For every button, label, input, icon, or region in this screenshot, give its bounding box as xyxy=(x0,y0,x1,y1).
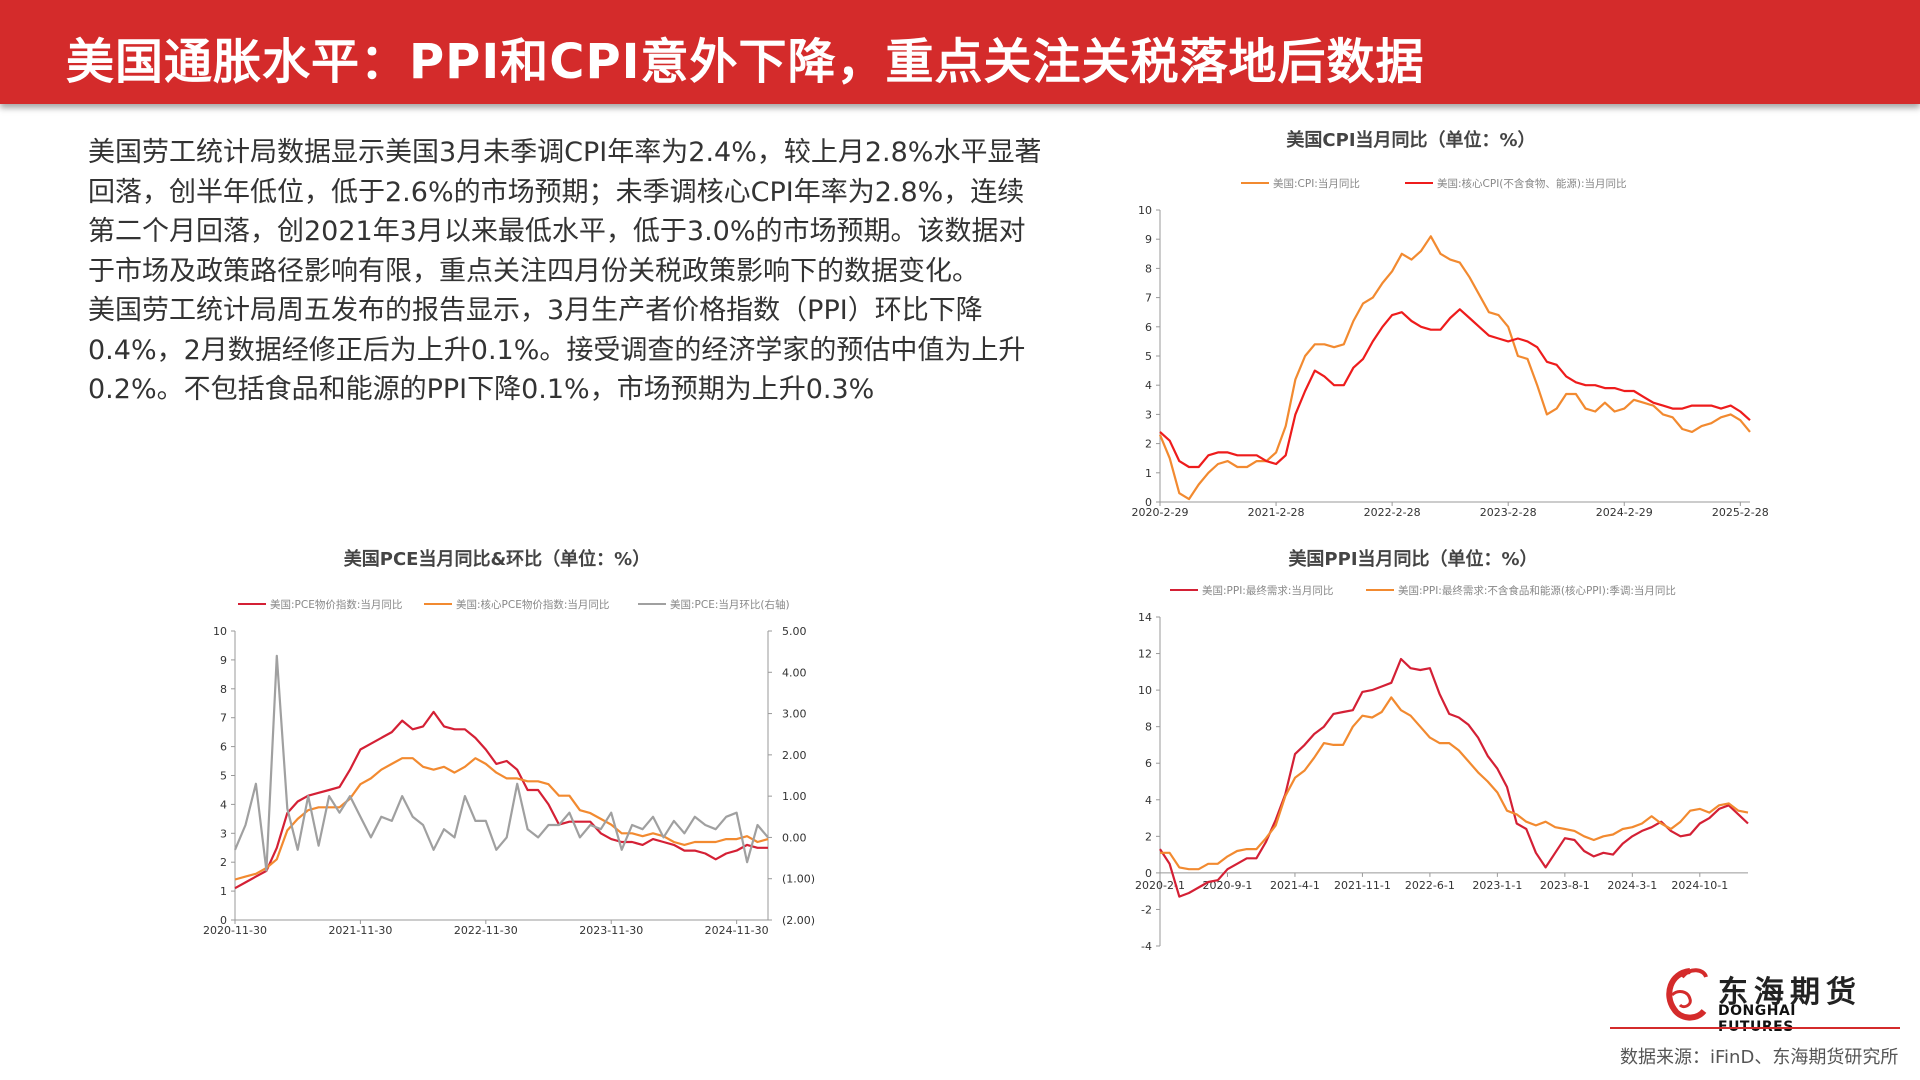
ppi-legend-label: 美国:PPI:最终需求:当月同比 xyxy=(1202,584,1333,597)
cpi-x-tick-label: 2021-2-28 xyxy=(1248,506,1305,519)
ppi-x-tick-label: 2021-4-1 xyxy=(1270,879,1320,892)
pce-y2-tick-label: 3.00 xyxy=(782,708,807,721)
ppi-x-tick-label: 2020-9-1 xyxy=(1203,879,1253,892)
pce-x-tick-label: 2020-11-30 xyxy=(203,924,267,937)
pce-y2-tick-label: (1.00) xyxy=(782,873,815,886)
cpi-y-tick-label: 0 xyxy=(1145,496,1152,509)
pce-y-tick-label: 1 xyxy=(220,885,227,898)
pce-series-1-line xyxy=(234,757,769,881)
ppi-x-tick-label: 2023-1-1 xyxy=(1472,879,1522,892)
pce-legend-label: 美国:PCE:当月环比(右轴) xyxy=(670,598,790,611)
ppi-series-1-line xyxy=(1160,696,1749,871)
cpi-x-tick-label: 2022-2-28 xyxy=(1364,506,1421,519)
ppi-series-0-line xyxy=(1159,657,1749,898)
pce-y-tick-label: 3 xyxy=(220,827,227,840)
cpi-y-tick-label: 5 xyxy=(1145,350,1152,363)
pce-x-tick-label: 2023-11-30 xyxy=(579,924,643,937)
cpi-x-tick-label: 2025-2-28 xyxy=(1712,506,1769,519)
pce-x-tick-label: 2021-11-30 xyxy=(328,924,392,937)
pce-y2-tick-label: 2.00 xyxy=(782,749,807,762)
ppi-y-tick-label: 2 xyxy=(1145,830,1152,843)
ppi-y-tick-label: 10 xyxy=(1138,684,1152,697)
cpi-x-tick-label: 2024-2-29 xyxy=(1596,506,1653,519)
cpi-paragraph: 美国劳工统计局数据显示美国3月未季调CPI年率为2.4%，较上月2.8%水平显著… xyxy=(88,137,1042,287)
cpi-y-tick-label: 6 xyxy=(1145,321,1152,334)
cpi-chart-title: 美国CPI当月同比（单位：%） xyxy=(1286,129,1535,151)
pce-y-tick-label: 2 xyxy=(220,856,227,869)
pce-y2-tick-label: 4.00 xyxy=(782,666,807,679)
ppi-y-tick-label: -2 xyxy=(1141,903,1152,916)
ppi-y-tick-label: 8 xyxy=(1145,721,1152,734)
ppi-chart-title: 美国PPI当月同比（单位：%） xyxy=(1288,548,1537,570)
ppi-y-tick-label: -4 xyxy=(1141,940,1152,953)
donghai-logo: 东海期货 DONGHAI FUTURES xyxy=(1660,965,1870,1035)
ppi-x-tick-label: 2021-11-1 xyxy=(1334,879,1391,892)
ppi-y-tick-label: 6 xyxy=(1145,757,1152,770)
cpi-y-tick-label: 10 xyxy=(1138,204,1152,217)
logo-english: DONGHAI FUTURES xyxy=(1718,1003,1796,1035)
cpi-y-tick-label: 1 xyxy=(1145,467,1152,480)
ppi-legend-label: 美国:PPI:最终需求:不含食品和能源(核心PPI):季调:当月同比 xyxy=(1398,584,1676,597)
pce-y-tick-label: 0 xyxy=(220,914,227,927)
pce-chart-title: 美国PCE当月同比&环比（单位：%） xyxy=(344,548,650,570)
ppi-y-tick-label: 14 xyxy=(1138,611,1152,624)
pce-legend-label: 美国:核心PCE物价指数:当月同比 xyxy=(456,598,609,611)
data-source: 数据来源：iFinD、东海期货研究所 xyxy=(1620,1047,1899,1068)
pce-series-2-line xyxy=(233,654,769,872)
cpi-y-tick-label: 2 xyxy=(1145,438,1152,451)
ppi-x-tick-label: 2022-6-1 xyxy=(1405,879,1455,892)
cpi-x-tick-label: 2023-2-28 xyxy=(1480,506,1537,519)
dragon-logo-icon xyxy=(1666,968,1708,1021)
pce-x-tick-label: 2024-11-30 xyxy=(705,924,769,937)
pce-y-tick-label: 7 xyxy=(220,712,227,725)
cpi-series-0-line xyxy=(1158,235,1751,501)
ppi-paragraph: 美国劳工统计局周五发布的报告显示，3月生产者价格指数（PPI）环比下降0.4%，… xyxy=(88,295,1026,405)
pce-y-tick-label: 10 xyxy=(213,625,227,638)
pce-y-tick-label: 6 xyxy=(220,741,227,754)
ppi-x-tick-label: 2023-8-1 xyxy=(1540,879,1590,892)
cpi-x-tick-label: 2020-2-29 xyxy=(1132,506,1189,519)
ppi-x-tick-label: 2024-10-1 xyxy=(1671,879,1728,892)
ppi-x-tick-label: 2020-2-1 xyxy=(1135,879,1185,892)
logo-chinese: 东海期货 xyxy=(1718,975,1862,1010)
header-bar: 美国通胀水平：PPI和CPI意外下降，重点关注关税落地后数据 xyxy=(0,0,1920,104)
page-title: 美国通胀水平：PPI和CPI意外下降，重点关注关税落地后数据 xyxy=(66,34,1425,90)
cpi-y-tick-label: 7 xyxy=(1145,292,1152,305)
pce-x-tick-label: 2022-11-30 xyxy=(454,924,518,937)
cpi-y-tick-label: 8 xyxy=(1145,262,1152,275)
pce-y-tick-label: 5 xyxy=(220,770,227,783)
summary-text: 美国劳工统计局数据显示美国3月未季调CPI年率为2.4%，较上月2.8%水平显著… xyxy=(88,133,1048,410)
cpi-series-1-line xyxy=(1159,308,1751,469)
pce-y2-tick-label: 1.00 xyxy=(782,790,807,803)
ppi-y-tick-label: 0 xyxy=(1145,867,1152,880)
ppi-x-tick-label: 2024-3-1 xyxy=(1607,879,1657,892)
cpi-legend-label: 美国:CPI:当月同比 xyxy=(1273,177,1360,190)
cpi-legend-label: 美国:核心CPI(不含食物、能源):当月同比 xyxy=(1437,177,1627,190)
pce-series-0-line xyxy=(234,710,768,890)
pce-y-tick-label: 4 xyxy=(220,798,227,811)
footer-divider xyxy=(1610,1027,1900,1029)
ppi-y-tick-label: 4 xyxy=(1145,794,1152,807)
pce-y-tick-label: 8 xyxy=(220,683,227,696)
pce-y2-tick-label: 5.00 xyxy=(782,625,807,638)
cpi-y-tick-label: 4 xyxy=(1145,379,1152,392)
cpi-y-tick-label: 9 xyxy=(1145,233,1152,246)
ppi-y-tick-label: 12 xyxy=(1138,648,1152,661)
pce-y2-tick-label: 0.00 xyxy=(782,831,807,844)
pce-y2-tick-label: (2.00) xyxy=(782,914,815,927)
pce-y-tick-label: 9 xyxy=(220,654,227,667)
pce-legend-label: 美国:PCE物价指数:当月同比 xyxy=(270,598,402,611)
cpi-y-tick-label: 3 xyxy=(1145,408,1152,421)
